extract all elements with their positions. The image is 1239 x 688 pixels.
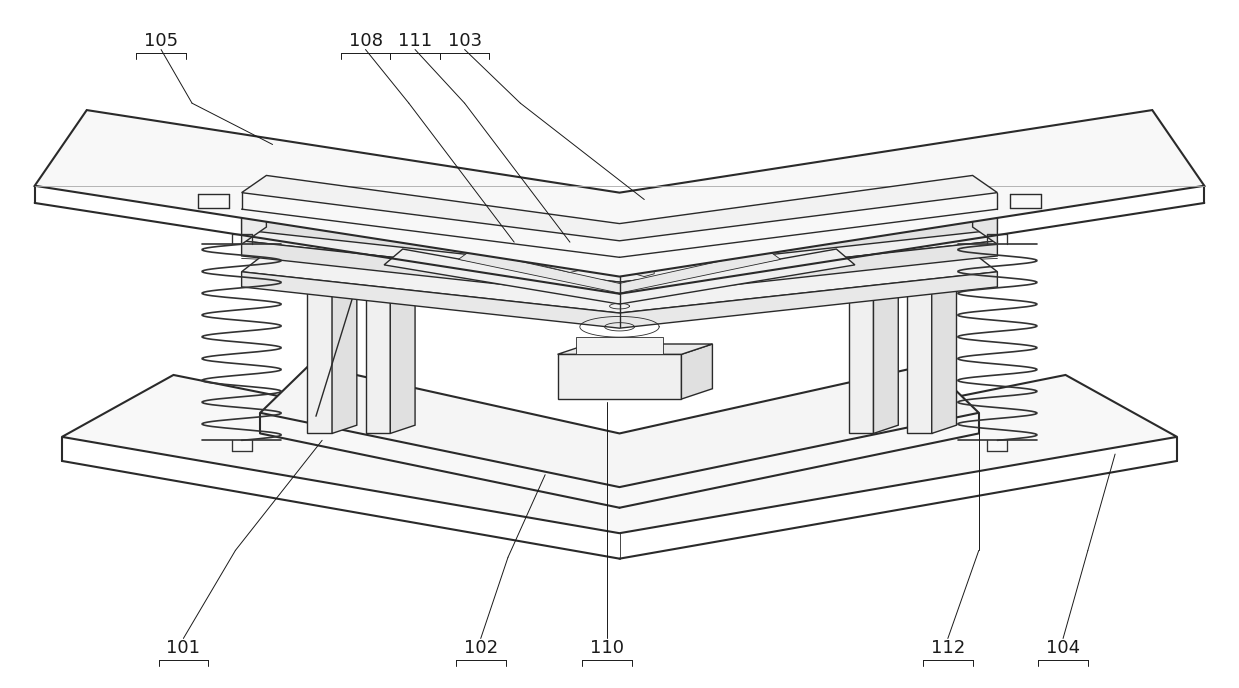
Text: 112: 112 [930, 639, 965, 657]
Text: 104: 104 [1046, 639, 1080, 657]
Polygon shape [242, 243, 997, 313]
Polygon shape [260, 365, 979, 487]
Polygon shape [558, 344, 712, 354]
Polygon shape [576, 337, 663, 354]
Polygon shape [242, 186, 997, 256]
Polygon shape [390, 284, 415, 433]
Polygon shape [307, 292, 332, 433]
Polygon shape [242, 215, 997, 271]
Polygon shape [242, 175, 997, 241]
Polygon shape [35, 110, 1204, 277]
Text: 111: 111 [398, 32, 432, 50]
Polygon shape [242, 272, 997, 328]
Polygon shape [907, 292, 932, 433]
Polygon shape [384, 249, 855, 304]
Text: 101: 101 [166, 639, 201, 657]
Polygon shape [366, 284, 415, 292]
Text: 103: 103 [447, 32, 482, 50]
Text: 105: 105 [144, 32, 178, 50]
Polygon shape [242, 212, 997, 282]
Polygon shape [873, 284, 898, 433]
Polygon shape [973, 175, 997, 244]
Polygon shape [332, 284, 357, 433]
Polygon shape [307, 284, 357, 292]
Polygon shape [681, 344, 712, 399]
Polygon shape [62, 375, 1177, 533]
Text: 110: 110 [590, 639, 624, 657]
Polygon shape [932, 284, 957, 433]
Text: 102: 102 [463, 639, 498, 657]
Polygon shape [242, 241, 997, 297]
Polygon shape [849, 292, 873, 433]
Polygon shape [242, 175, 266, 244]
Polygon shape [514, 242, 582, 272]
Polygon shape [849, 284, 898, 292]
Polygon shape [907, 284, 957, 292]
Polygon shape [366, 292, 390, 433]
Polygon shape [558, 354, 681, 399]
Polygon shape [595, 246, 654, 277]
Polygon shape [458, 250, 781, 293]
Text: 108: 108 [348, 32, 383, 50]
